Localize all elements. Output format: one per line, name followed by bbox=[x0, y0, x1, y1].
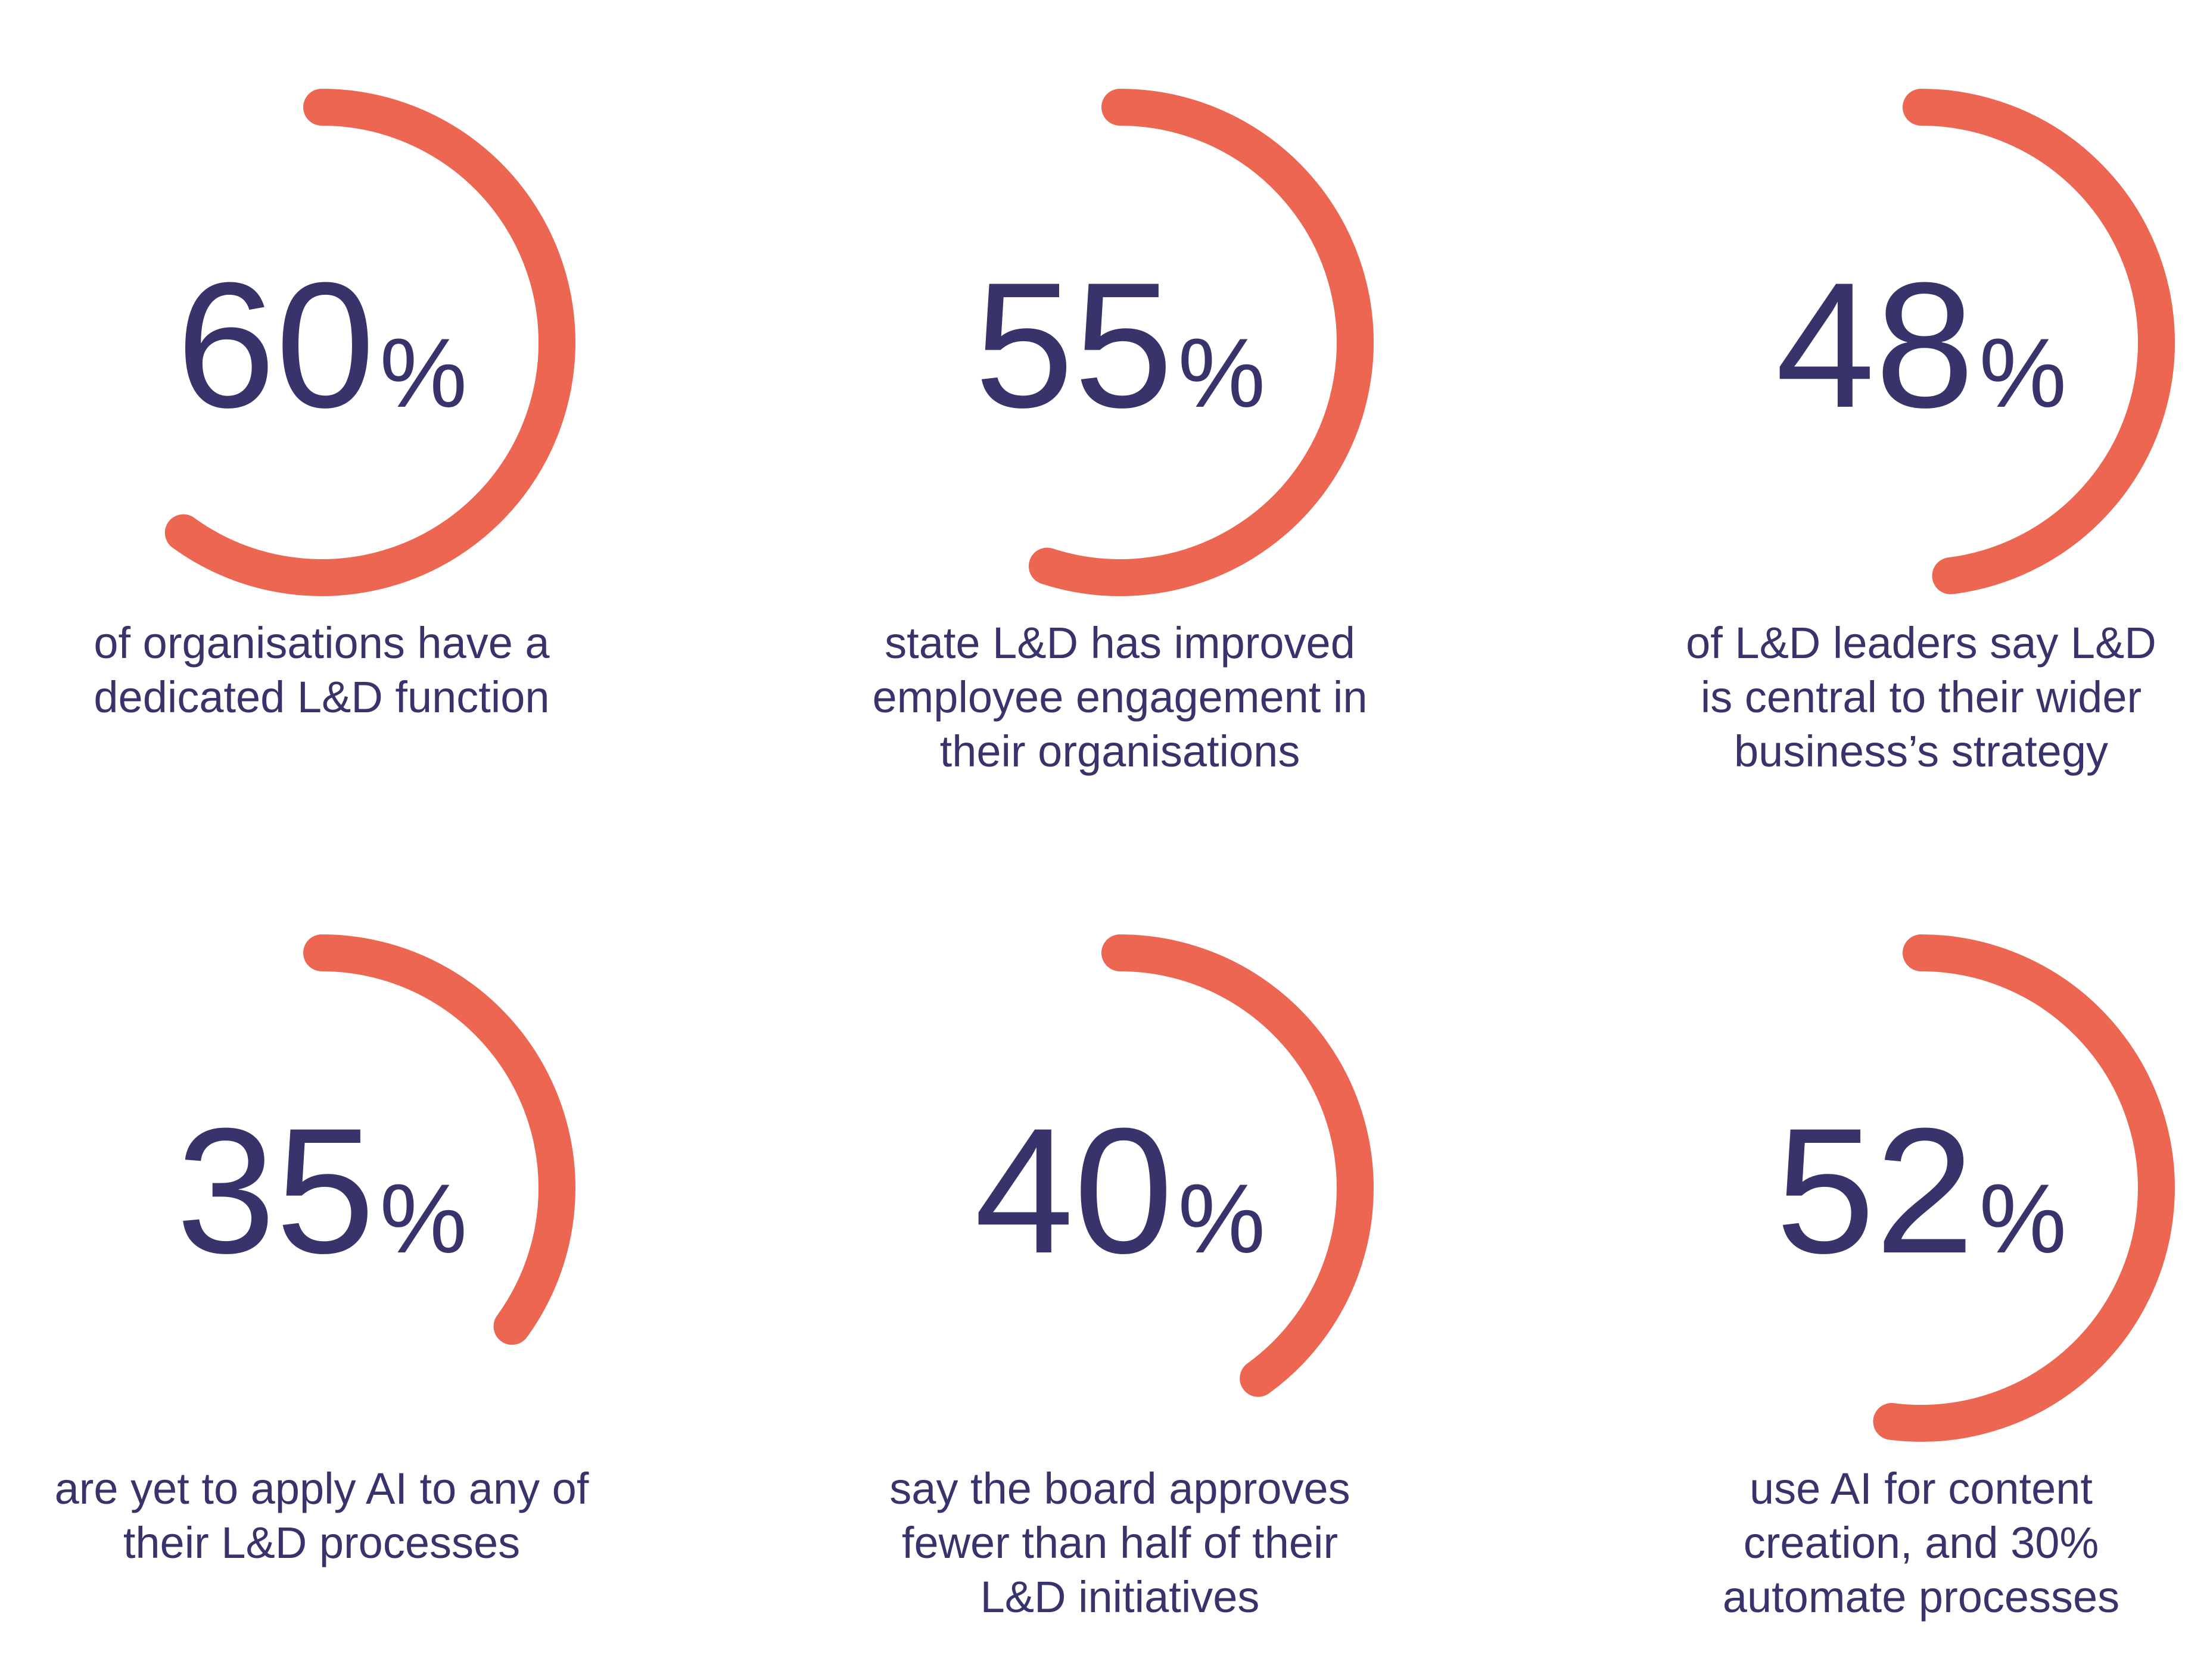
percent-sign: % bbox=[1979, 318, 2066, 428]
stat-caption-line: their L&D processes bbox=[123, 1518, 520, 1567]
stat-card: 40% say the board approves fewer than half… bbox=[889, 934, 1374, 1622]
progress-arc bbox=[164, 89, 575, 596]
stat-caption-line: of organisations have a bbox=[94, 618, 550, 668]
stat-card: 35% are yet to apply AI to any of their L&… bbox=[55, 934, 589, 1567]
stat-caption-line: business’s strategy bbox=[1734, 727, 2108, 776]
stat-value: 35% bbox=[176, 1090, 467, 1291]
progress-arc bbox=[1101, 934, 1374, 1397]
stat-caption-line: creation, and 30% bbox=[1744, 1518, 2099, 1567]
stat-value: 52% bbox=[1776, 1090, 2066, 1291]
percent-sign: % bbox=[1178, 1164, 1265, 1273]
progress-arc bbox=[1028, 89, 1374, 596]
stat-caption-line: automate processes bbox=[1723, 1572, 2119, 1622]
progress-arc bbox=[1903, 89, 2175, 594]
percent-sign: % bbox=[379, 318, 467, 428]
percent-sign: % bbox=[1979, 1164, 2066, 1273]
stat-value: 55% bbox=[975, 245, 1265, 445]
stat-caption-line: L&D initiatives bbox=[981, 1572, 1260, 1622]
stat-caption-line: is central to their wider bbox=[1701, 672, 2141, 722]
stat-caption-line: are yet to apply AI to any of bbox=[55, 1464, 589, 1513]
percent-sign: % bbox=[379, 1164, 467, 1273]
stat-caption-line: of L&D leaders say L&D bbox=[1686, 618, 2156, 668]
stat-value: 48% bbox=[1776, 245, 2066, 445]
stat-caption-line: fewer than half of their bbox=[902, 1518, 1338, 1567]
stat-card: 52% use AI for content creation, and 30% au… bbox=[1723, 934, 2175, 1622]
stat-caption-line: say the board approves bbox=[889, 1464, 1350, 1513]
stat-value: 40% bbox=[975, 1090, 1265, 1291]
percent-sign: % bbox=[1178, 318, 1265, 428]
stat-card: 48% of L&D leaders say L&Dis central to t… bbox=[1686, 89, 2175, 776]
progress-arc bbox=[1873, 934, 2175, 1442]
stat-value: 60% bbox=[176, 245, 467, 445]
stat-caption-line: employee engagement in bbox=[872, 672, 1367, 722]
progress-arc bbox=[303, 934, 575, 1345]
stat-caption-line: their organisations bbox=[940, 727, 1300, 776]
stat-caption-line: dedicated L&D function bbox=[94, 672, 549, 722]
stat-caption-line: use AI for content bbox=[1750, 1464, 2093, 1513]
stat-caption-line: state L&D has improved bbox=[885, 618, 1355, 668]
